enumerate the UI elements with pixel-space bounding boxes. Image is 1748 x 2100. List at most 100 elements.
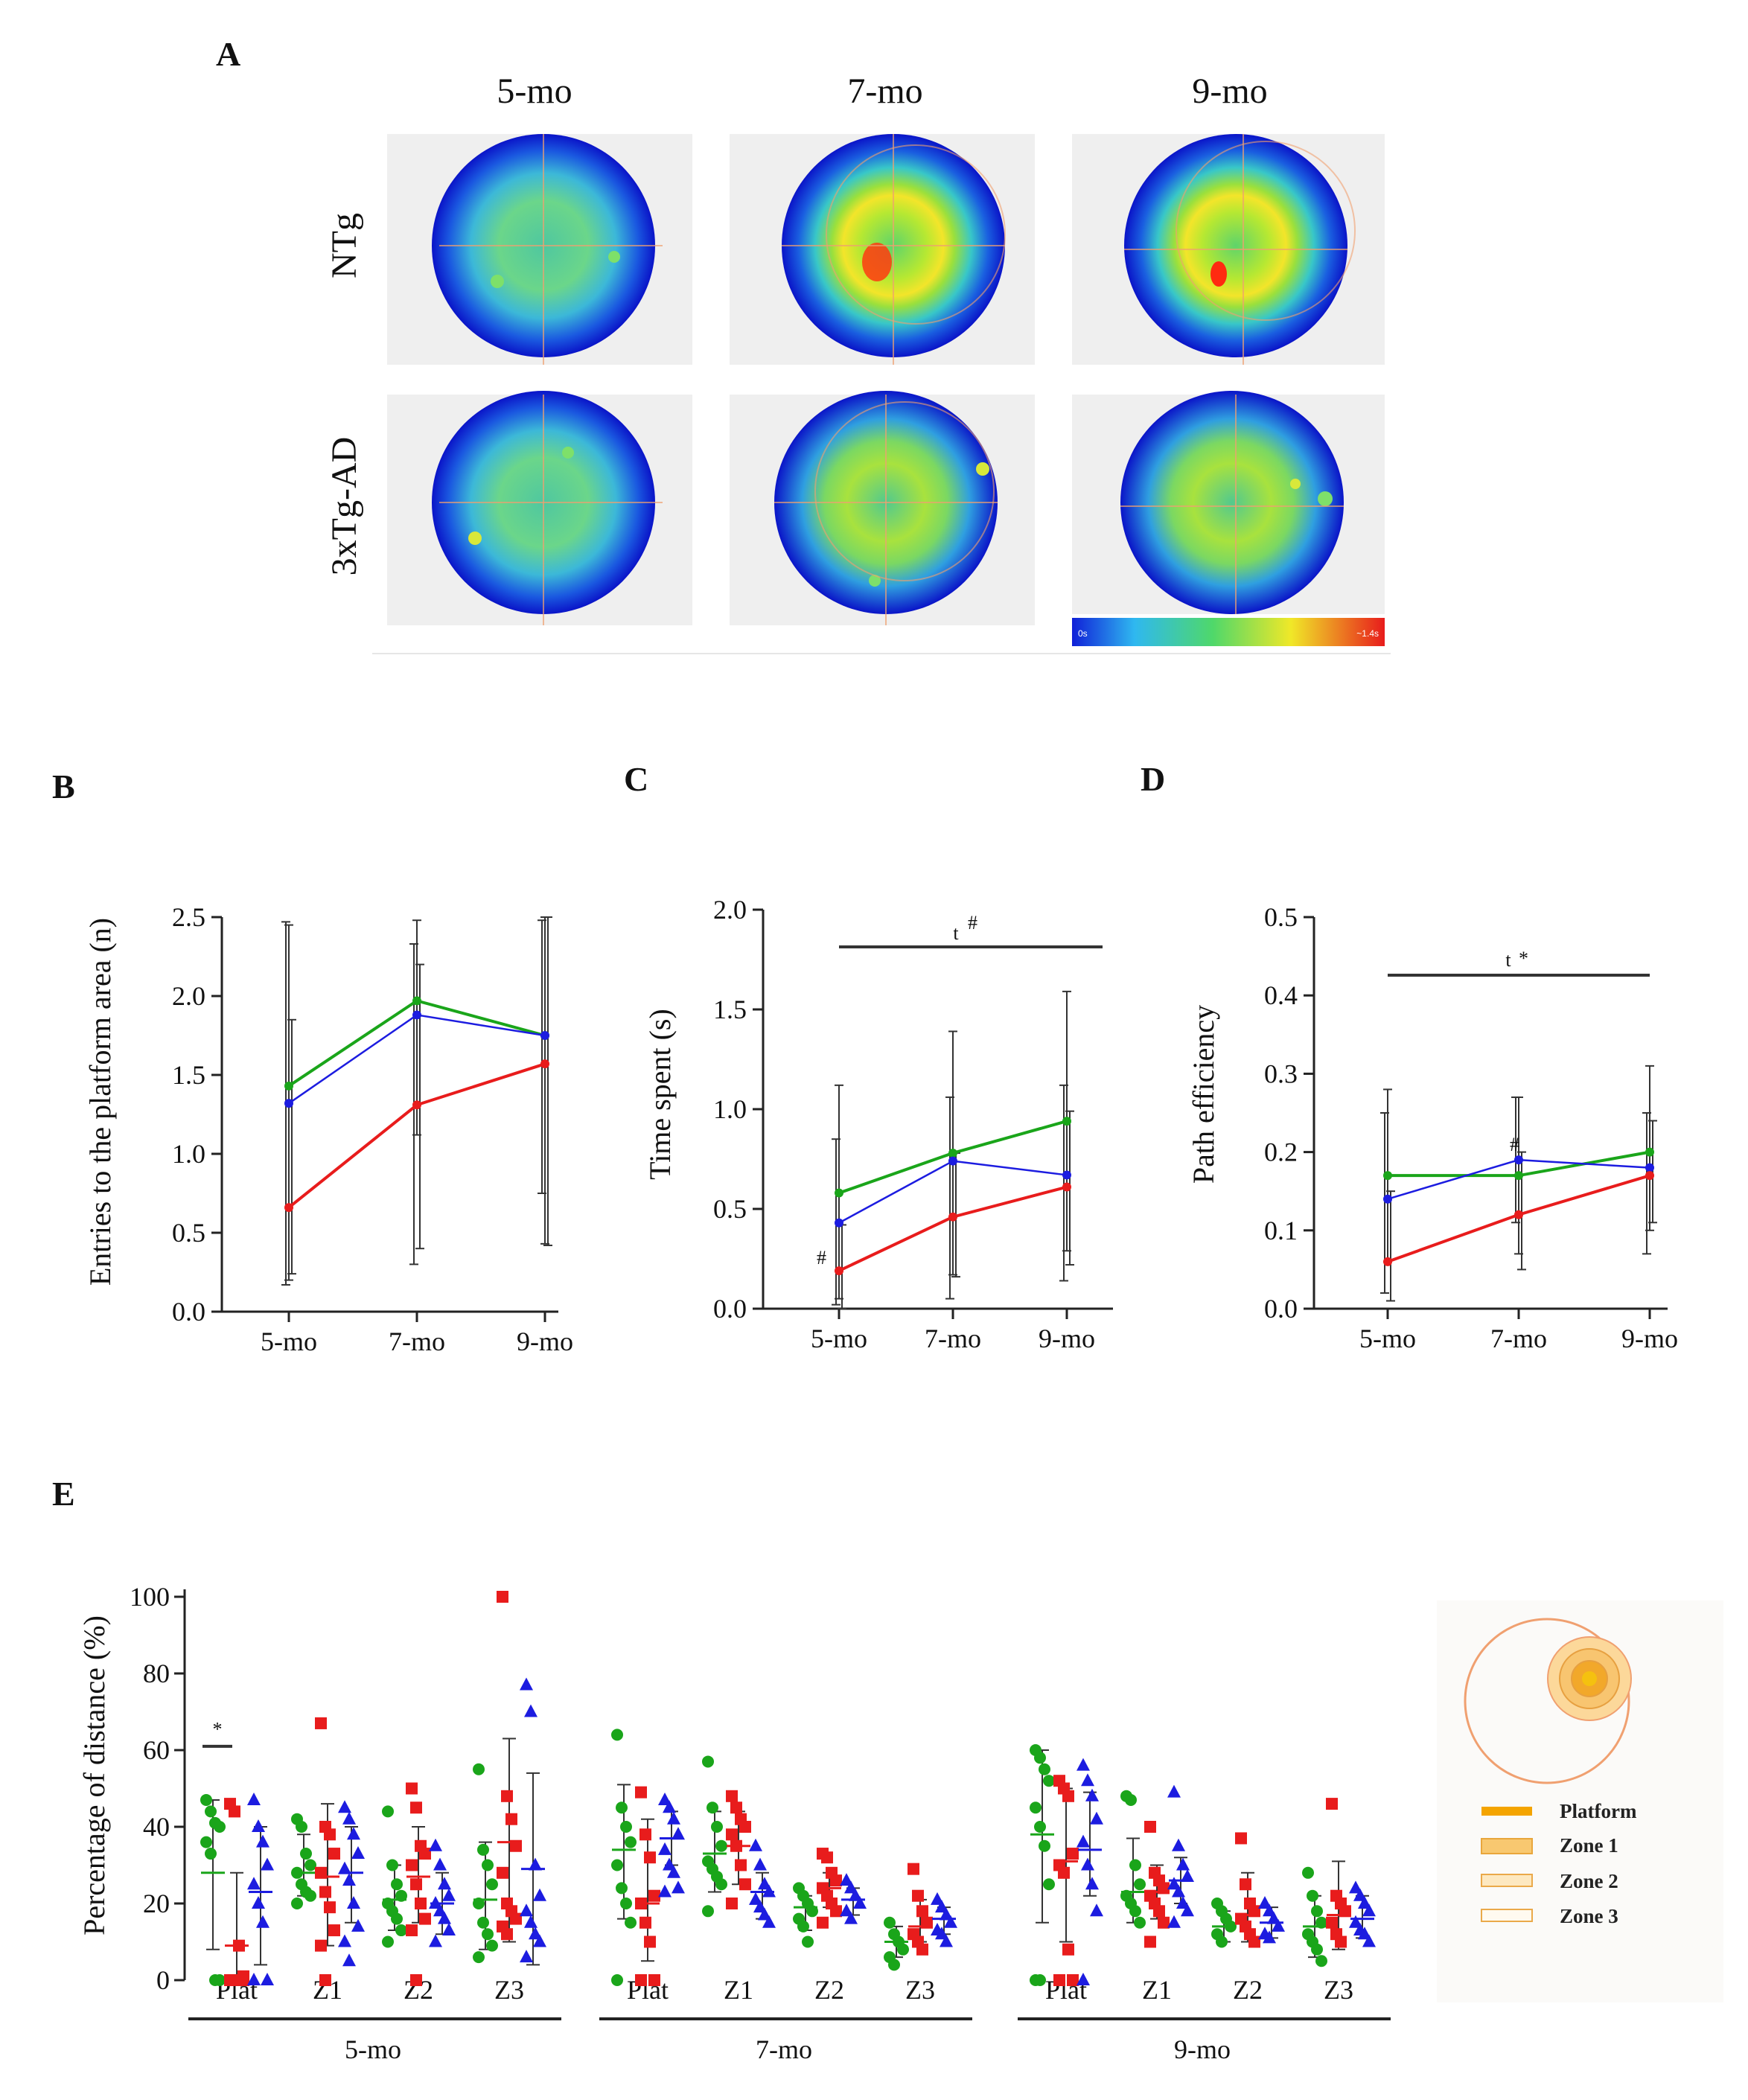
y-tick-label: 60: [143, 1735, 170, 1765]
data-point-blue: [762, 1915, 776, 1928]
data-point-green: [1034, 1752, 1046, 1764]
data-point-blue: [256, 1834, 269, 1848]
data-point-blue: [749, 1892, 762, 1905]
data-point-blue: [1076, 1834, 1090, 1848]
data-point-green: [706, 1801, 718, 1814]
data-point-blue: [261, 1973, 274, 1985]
data-point-blue: [1090, 1903, 1103, 1917]
point-mark: #: [817, 1247, 826, 1268]
data-point-green: [1383, 1171, 1392, 1181]
data-point-red: [948, 1212, 957, 1222]
data-point-red: [1058, 1866, 1070, 1879]
data-point-red: [410, 1974, 422, 1986]
data-point-green: [620, 1898, 632, 1909]
data-point-blue: [520, 1677, 533, 1691]
data-point-green: [291, 1866, 303, 1879]
point-mark: #: [1510, 1134, 1519, 1155]
data-point-red: [635, 1974, 647, 1986]
data-point-red: [315, 1939, 327, 1952]
data-point-green: [1030, 1801, 1042, 1814]
data-point-red: [1067, 1974, 1079, 1986]
data-point-green: [205, 1805, 217, 1818]
data-point-green: [711, 1821, 723, 1833]
data-point-green: [702, 1905, 714, 1918]
data-point-red: [1339, 1905, 1351, 1918]
data-point-blue: [247, 1792, 261, 1805]
data-point-blue: [1081, 1773, 1094, 1787]
data-point-green: [1125, 1793, 1137, 1806]
data-point-blue: [524, 1915, 538, 1928]
data-point-green: [477, 1843, 489, 1856]
data-point-blue: [520, 1903, 533, 1917]
data-point-green: [702, 1755, 714, 1768]
data-point-blue: [412, 1010, 421, 1020]
data-point-blue: [438, 1911, 451, 1924]
data-point-green: [395, 1889, 407, 1902]
data-point-blue: [1076, 1758, 1090, 1771]
y-tick-label: 0.5: [1264, 902, 1298, 932]
data-point-blue: [1167, 1784, 1181, 1798]
data-point-blue: [1176, 1857, 1190, 1871]
data-point-green: [1129, 1905, 1141, 1918]
heatmap-ntg-5mo: [387, 134, 692, 365]
data-point-blue: [429, 1896, 442, 1909]
data-point-red: [328, 1924, 340, 1937]
data-point-blue: [944, 1915, 957, 1928]
y-tick-label: 0.2: [1264, 1137, 1298, 1167]
data-point-blue: [429, 1934, 442, 1947]
data-point-blue: [261, 1857, 274, 1871]
heatmap-ntg-9mo: [1072, 134, 1385, 365]
data-point-red: [324, 1828, 336, 1841]
data-point-green: [620, 1821, 632, 1833]
data-point-red: [1158, 1916, 1170, 1929]
data-point-blue: [351, 1918, 365, 1932]
col-head-9mo: 9-mo: [1192, 71, 1267, 111]
data-point-blue: [351, 1846, 365, 1860]
data-point-green: [1514, 1171, 1523, 1181]
data-point-blue: [1085, 1877, 1099, 1890]
data-point-green: [611, 1729, 623, 1741]
data-point-red: [1153, 1905, 1165, 1918]
data-point-red: [639, 1916, 651, 1929]
data-point-blue: [940, 1934, 953, 1947]
data-point-blue: [1353, 1888, 1367, 1901]
data-point-red: [1053, 1974, 1065, 1986]
data-point-red: [1326, 1916, 1338, 1929]
data-point-blue: [524, 1704, 538, 1717]
data-point-blue: [338, 1800, 351, 1813]
data-point-red: [916, 1943, 928, 1956]
heatmap-ntg-7mo: [730, 134, 1035, 365]
data-point-red: [501, 1928, 513, 1941]
colorbar-min-label: 0s: [1078, 628, 1088, 639]
y-tick-label: 0.5: [172, 1218, 205, 1248]
data-point-red: [726, 1790, 738, 1802]
data-point-green: [382, 1805, 394, 1818]
data-point-red: [817, 1916, 829, 1929]
x-tick-label: 7-mo: [1490, 1324, 1547, 1353]
data-point-red: [730, 1839, 742, 1852]
data-point-blue: [252, 1819, 265, 1832]
zone-label: Z2: [814, 1975, 844, 2005]
data-point-red: [1645, 1171, 1654, 1181]
data-point-green: [625, 1916, 637, 1929]
data-point-blue: [935, 1900, 948, 1913]
y-tick-label: 0: [156, 1965, 170, 1995]
data-point-blue: [520, 1950, 533, 1963]
x-tick-label: 5-mo: [261, 1327, 317, 1356]
x-tick-label: 5-mo: [811, 1324, 867, 1353]
data-point-green: [806, 1905, 818, 1918]
data-point-green: [1039, 1763, 1050, 1775]
y-tick-label: 80: [143, 1659, 170, 1688]
zone-label: Z1: [724, 1975, 753, 2005]
data-point-red: [739, 1821, 751, 1833]
y-tick-label: 0.4: [1264, 980, 1298, 1010]
panel-letter-c: C: [624, 760, 648, 798]
data-point-blue: [338, 1861, 351, 1874]
data-point-green: [888, 1959, 900, 1971]
heatmap-3xtg-5mo: [387, 391, 692, 625]
x-tick-label: 9-mo: [517, 1327, 573, 1356]
data-point-blue: [672, 1880, 685, 1894]
data-point-blue: [1172, 1838, 1185, 1851]
data-point-blue: [844, 1911, 858, 1924]
